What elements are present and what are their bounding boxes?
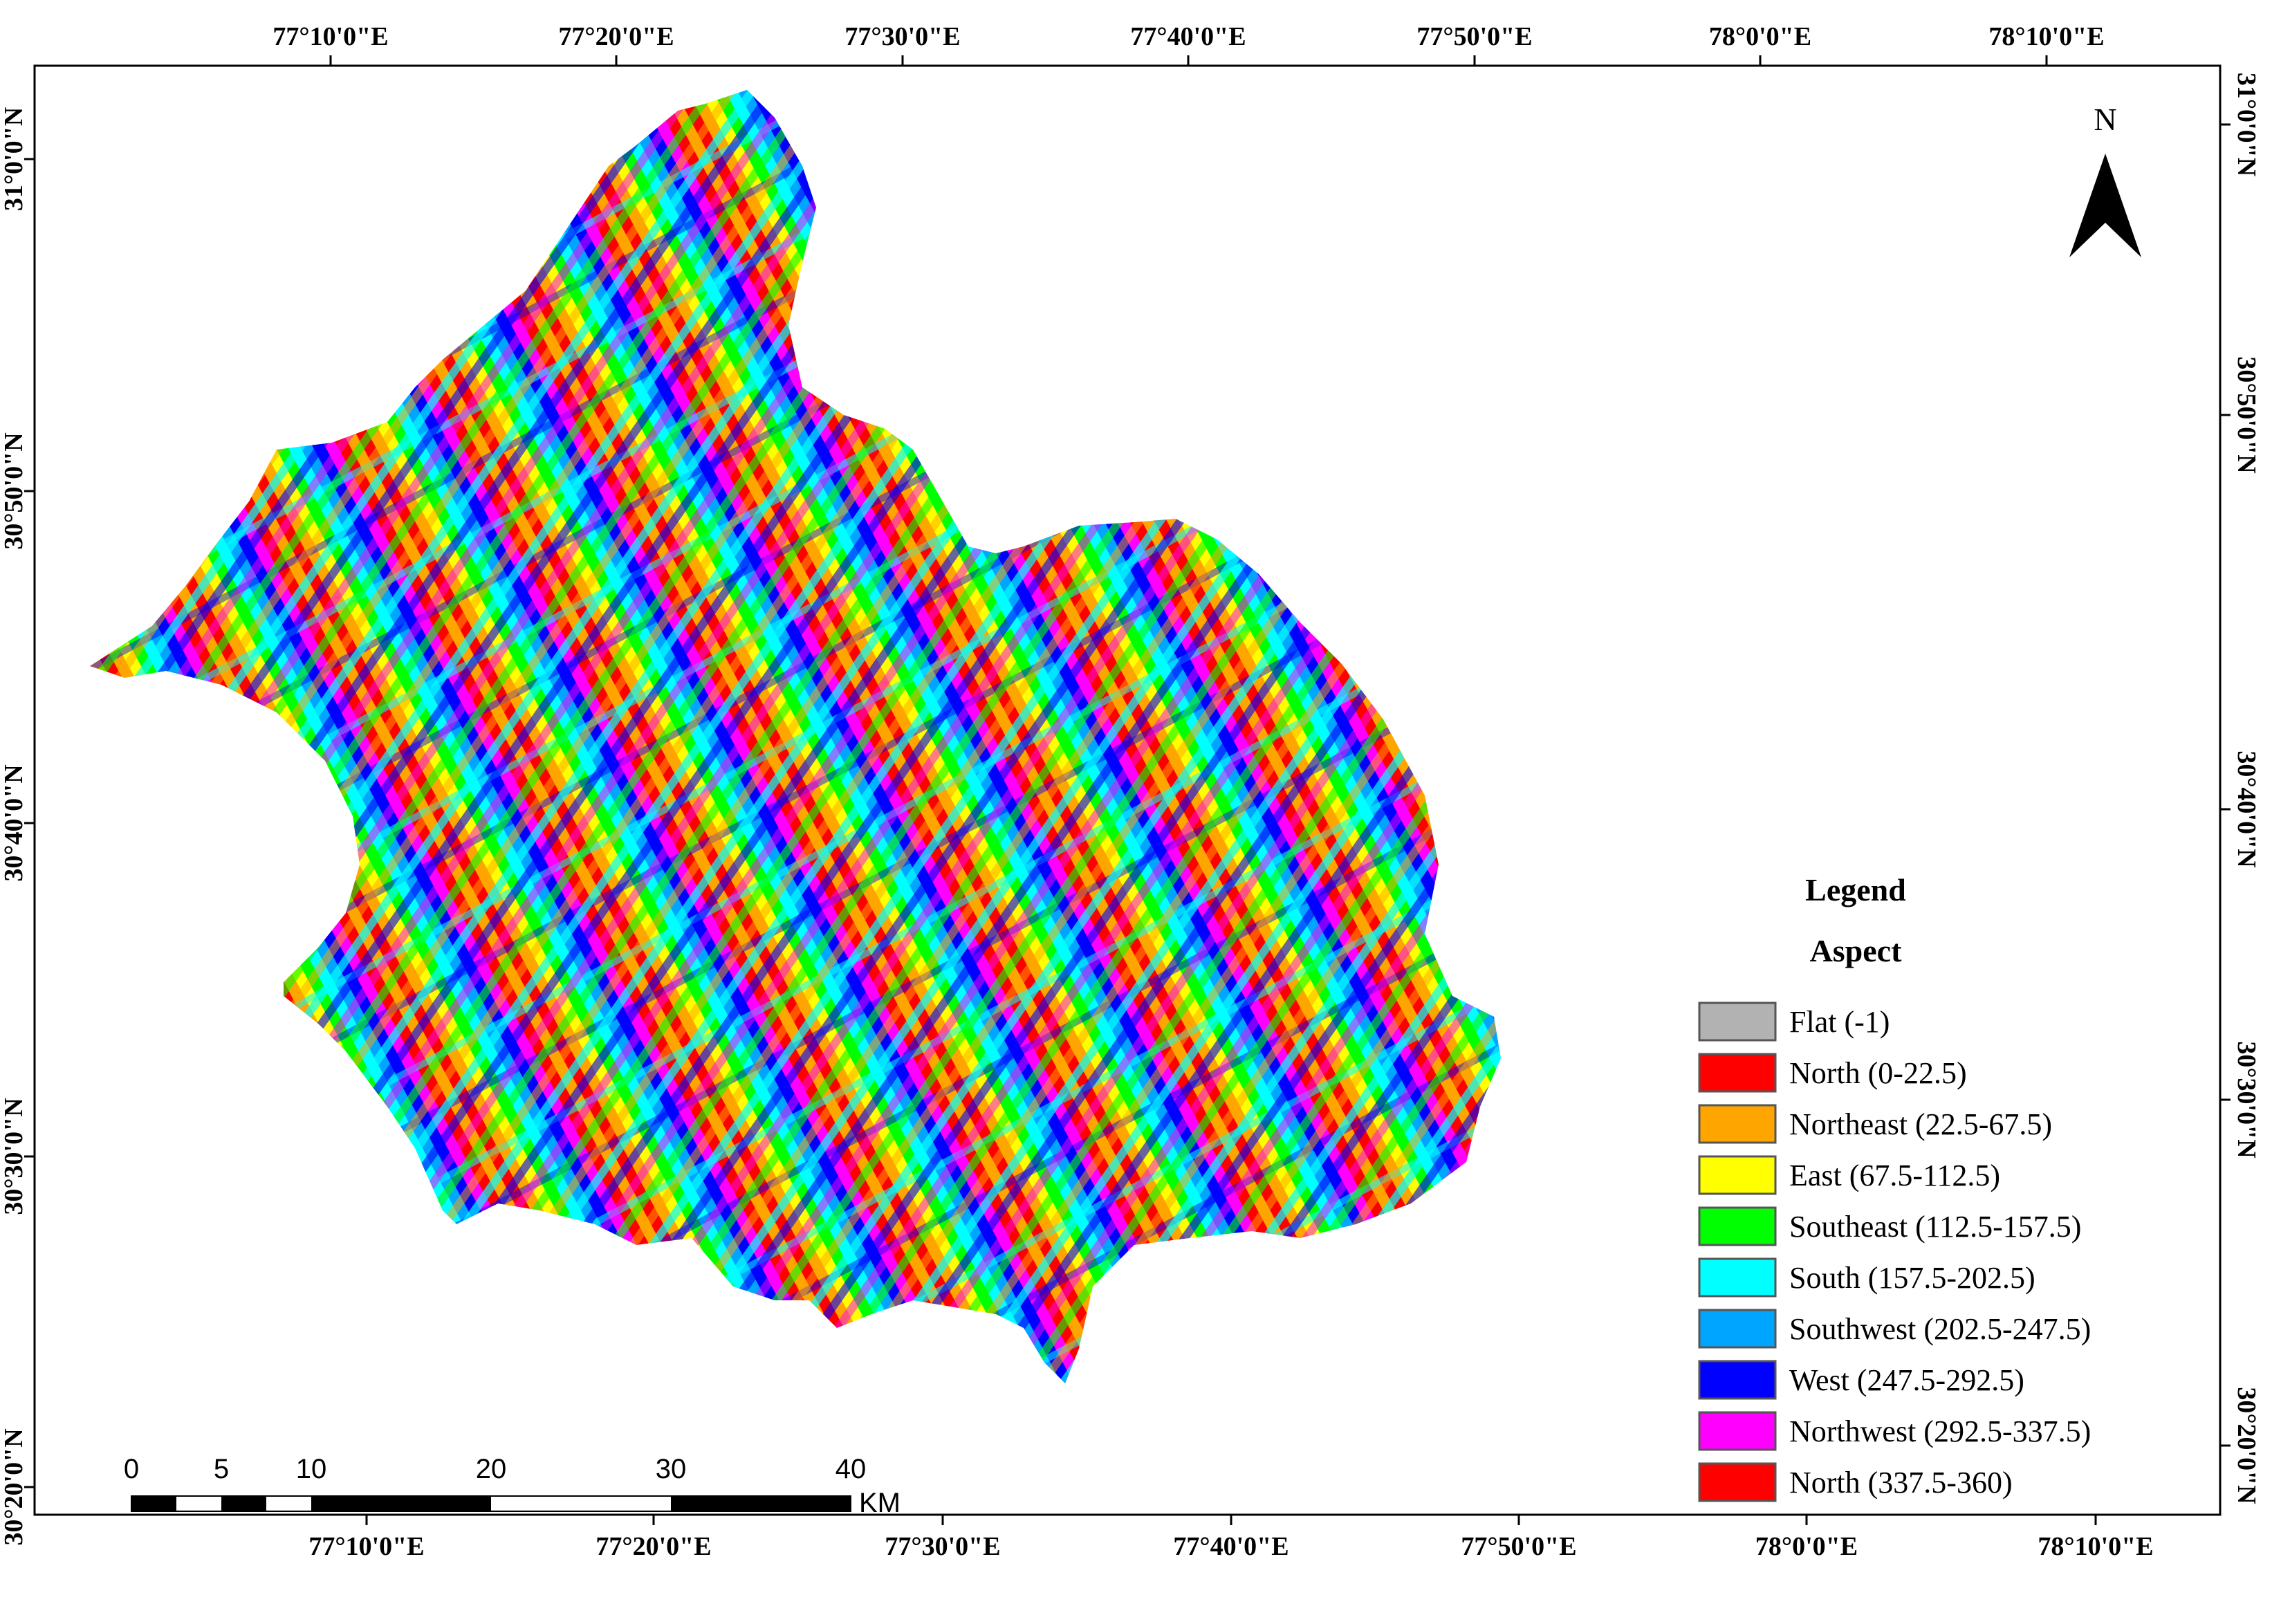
left-tick-label: 30°30'0"N: [0, 1098, 28, 1215]
left-tick-label: 31°0'0"N: [0, 107, 28, 211]
legend-swatch: [1698, 1360, 1777, 1400]
bottom-tick-labels: 77°10'0"E 77°20'0"E 77°30'0"E 77°40'0"E …: [308, 1532, 2153, 1561]
scale-bar-segment: [671, 1496, 851, 1511]
right-tick-labels: 31°0'0"N 30°50'0"N 30°40'0"N 30°30'0"N 3…: [2232, 73, 2261, 1504]
north-arrow-right-half: [2105, 154, 2141, 257]
frame-ticks: [24, 55, 2231, 1525]
top-tick-label: 77°50'0"E: [1416, 22, 1532, 51]
legend-label: Flat (-1): [1789, 1005, 1890, 1039]
top-tick-label: 78°0'0"E: [1709, 22, 1811, 51]
left-tick-label: 30°50'0"N: [0, 432, 28, 549]
scale-bar-label: 5: [214, 1454, 229, 1484]
legend-swatch: [1698, 1309, 1777, 1349]
scale-bar-segment: [131, 1496, 176, 1511]
legend-label: East (67.5-112.5): [1789, 1159, 2000, 1192]
left-tick-label: 30°40'0"N: [0, 764, 28, 881]
scale-bar-label: 40: [835, 1454, 867, 1484]
legend-swatch: [1698, 1053, 1777, 1093]
scale-bar-unit: KM: [859, 1488, 901, 1518]
top-tick-label: 77°10'0"E: [273, 22, 388, 51]
legend-title: Legend: [1805, 872, 1906, 907]
scale-bar-label: 20: [476, 1454, 507, 1484]
scale-bar-label: 0: [124, 1454, 139, 1484]
left-tick-label: 30°20'0"N: [0, 1428, 28, 1545]
bottom-tick-label: 77°50'0"E: [1461, 1532, 1576, 1561]
legend-swatch: [1698, 1155, 1777, 1195]
top-tick-label: 77°40'0"E: [1130, 22, 1246, 51]
legend-label: South (157.5-202.5): [1789, 1261, 2035, 1295]
bottom-tick-label: 78°10'0"E: [2038, 1532, 2153, 1561]
legend-swatch: [1698, 1411, 1777, 1451]
legend-swatch: [1698, 1257, 1777, 1298]
north-arrow-left-half: [2069, 154, 2105, 257]
right-tick-label: 31°0'0"N: [2232, 73, 2261, 176]
legend-label: North (337.5-360): [1789, 1466, 2013, 1500]
right-tick-label: 30°50'0"N: [2232, 356, 2261, 473]
right-tick-label: 30°30'0"N: [2232, 1041, 2261, 1158]
scale-bar: 0 5 10 20 30 40 KM: [124, 1454, 901, 1518]
bottom-tick-label: 77°20'0"E: [595, 1532, 711, 1561]
legend-swatch: [1698, 1206, 1777, 1246]
legend-label: Northeast (22.5-67.5): [1789, 1107, 2052, 1141]
top-tick-label: 77°30'0"E: [844, 22, 960, 51]
bottom-tick-label: 78°0'0"E: [1755, 1532, 1858, 1561]
scale-bar-label: 30: [656, 1454, 687, 1484]
legend-label: West (247.5-292.5): [1789, 1363, 2024, 1397]
left-tick-labels: 31°0'0"N 30°50'0"N 30°40'0"N 30°30'0"N 3…: [0, 107, 28, 1546]
legend-swatch: [1698, 1002, 1777, 1042]
bottom-tick-label: 77°30'0"E: [885, 1532, 1000, 1561]
top-tick-labels: 77°10'0"E 77°20'0"E 77°30'0"E 77°40'0"E …: [273, 22, 2104, 51]
legend: Legend Aspect Flat (-1) North (0-22.5) Nor…: [1698, 872, 2091, 1502]
bottom-tick-label: 77°40'0"E: [1173, 1532, 1289, 1561]
legend-subtitle: Aspect: [1810, 933, 1903, 968]
legend-swatch: [1698, 1104, 1777, 1144]
north-arrow-label: N: [2094, 102, 2116, 137]
bottom-tick-label: 77°10'0"E: [308, 1532, 424, 1561]
legend-label: Southwest (202.5-247.5): [1789, 1312, 2091, 1346]
scale-bar-label: 10: [296, 1454, 327, 1484]
legend-label: Northwest (292.5-337.5): [1789, 1414, 2091, 1448]
scale-bar-segment: [311, 1496, 491, 1511]
scale-bar-segment: [221, 1496, 266, 1511]
top-tick-label: 78°10'0"E: [1988, 22, 2104, 51]
legend-label: North (0-22.5): [1789, 1056, 1967, 1090]
legend-label: Southeast (112.5-157.5): [1789, 1210, 2081, 1244]
right-tick-label: 30°40'0"N: [2232, 750, 2261, 867]
legend-items: Flat (-1) North (0-22.5) Northeast (22.5-6…: [1698, 1002, 2091, 1502]
top-tick-label: 77°20'0"E: [558, 22, 674, 51]
right-tick-label: 30°20'0"N: [2232, 1387, 2261, 1504]
legend-swatch: [1698, 1462, 1777, 1502]
north-arrow: N: [2069, 102, 2141, 257]
